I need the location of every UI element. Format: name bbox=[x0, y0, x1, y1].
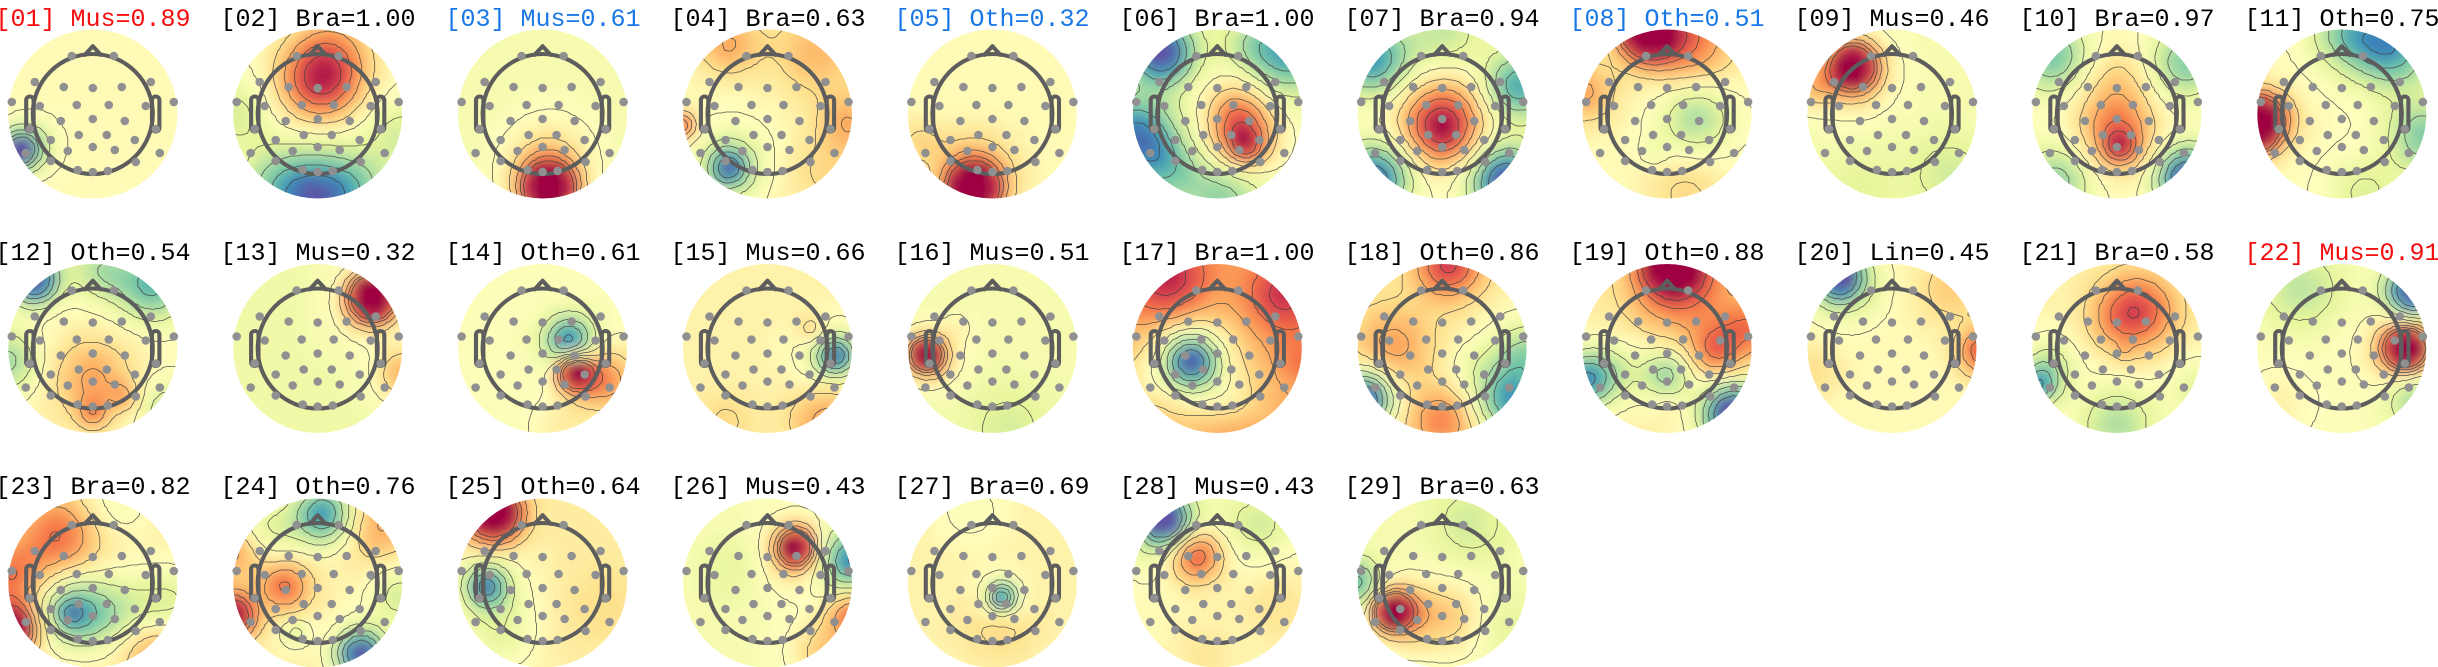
svg-text:[01] Mus=0.89: [01] Mus=0.89 bbox=[0, 5, 191, 34]
svg-text:[26] Mus=0.43: [26] Mus=0.43 bbox=[670, 473, 865, 502]
svg-text:[12] Oth=0.54: [12] Oth=0.54 bbox=[0, 239, 191, 268]
svg-text:[19] Oth=0.88: [19] Oth=0.88 bbox=[1569, 239, 1764, 268]
svg-text:[15] Mus=0.66: [15] Mus=0.66 bbox=[670, 239, 865, 268]
svg-text:[21] Bra=0.58: [21] Bra=0.58 bbox=[2019, 239, 2214, 268]
svg-text:[03] Mus=0.61: [03] Mus=0.61 bbox=[445, 5, 640, 34]
svg-text:[08] Oth=0.51: [08] Oth=0.51 bbox=[1569, 5, 1764, 34]
svg-text:[09] Mus=0.46: [09] Mus=0.46 bbox=[1794, 5, 1989, 34]
svg-text:[10] Bra=0.97: [10] Bra=0.97 bbox=[2019, 5, 2214, 34]
svg-text:[23] Bra=0.82: [23] Bra=0.82 bbox=[0, 473, 191, 502]
svg-text:[20] Lin=0.45: [20] Lin=0.45 bbox=[1794, 239, 1989, 268]
svg-text:[18] Oth=0.86: [18] Oth=0.86 bbox=[1344, 239, 1539, 268]
svg-text:[17] Bra=1.00: [17] Bra=1.00 bbox=[1119, 239, 1314, 268]
svg-text:[07] Bra=0.94: [07] Bra=0.94 bbox=[1344, 5, 1539, 34]
svg-text:[02] Bra=1.00: [02] Bra=1.00 bbox=[220, 5, 415, 34]
svg-text:[04] Bra=0.63: [04] Bra=0.63 bbox=[670, 5, 865, 34]
svg-text:[13] Mus=0.32: [13] Mus=0.32 bbox=[220, 239, 415, 268]
svg-text:[22] Mus=0.91: [22] Mus=0.91 bbox=[2244, 239, 2438, 268]
svg-text:[05] Oth=0.32: [05] Oth=0.32 bbox=[894, 5, 1089, 34]
svg-text:[28] Mus=0.43: [28] Mus=0.43 bbox=[1119, 473, 1314, 502]
svg-text:[27] Bra=0.69: [27] Bra=0.69 bbox=[894, 473, 1089, 502]
svg-text:[16] Mus=0.51: [16] Mus=0.51 bbox=[894, 239, 1089, 268]
svg-text:[24] Oth=0.76: [24] Oth=0.76 bbox=[220, 473, 415, 502]
svg-text:[14] Oth=0.61: [14] Oth=0.61 bbox=[445, 239, 640, 268]
svg-text:[29] Bra=0.63: [29] Bra=0.63 bbox=[1344, 473, 1539, 502]
svg-text:[06] Bra=1.00: [06] Bra=1.00 bbox=[1119, 5, 1314, 34]
svg-text:[11] Oth=0.75: [11] Oth=0.75 bbox=[2244, 5, 2438, 34]
svg-text:[25] Oth=0.64: [25] Oth=0.64 bbox=[445, 473, 640, 502]
